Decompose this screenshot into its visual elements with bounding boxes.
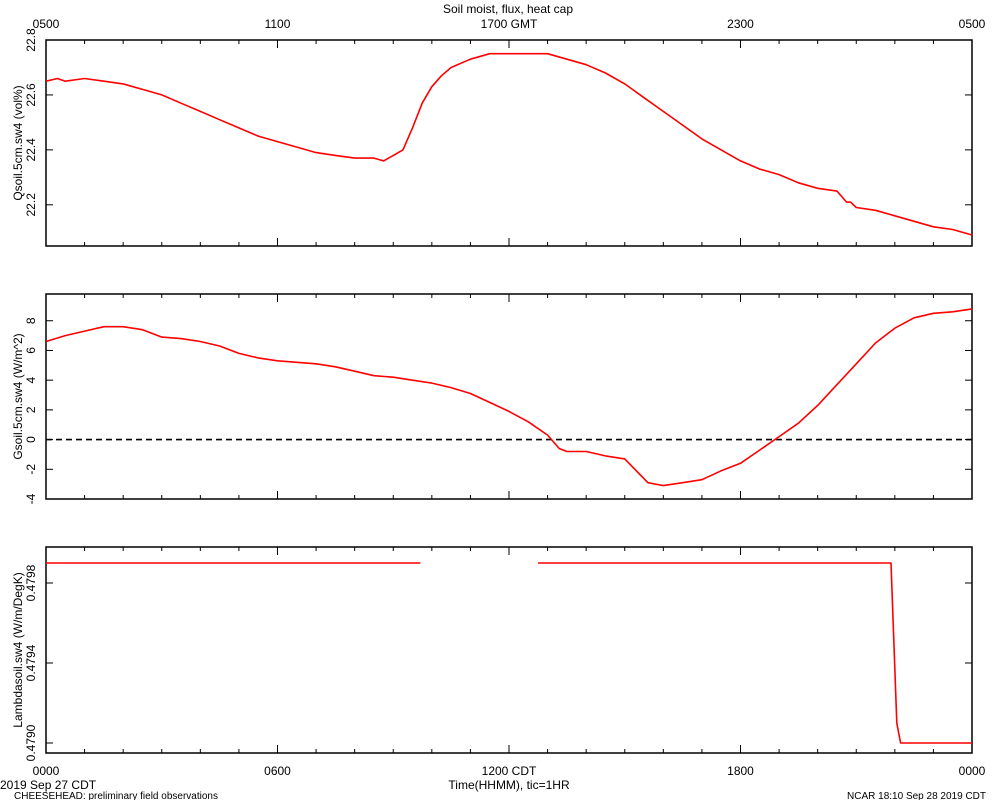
chart-panel-2: -4 -2 0 2 4 6 8 Gsoil.5cm.sw4 (W/m^2)	[11, 293, 973, 504]
y-tick-label: 0	[24, 436, 38, 443]
x-axis-label: Time(HHMM), tic=1HR	[448, 778, 570, 792]
panel-frame	[45, 546, 973, 754]
y-tick-label: -4	[24, 493, 38, 504]
series-line	[537, 562, 972, 744]
date-label: 2019 Sep 27 CDT	[0, 778, 97, 792]
y-tick-label: 0.4794	[24, 644, 38, 681]
panel-frame	[45, 293, 973, 500]
panel-frame	[45, 39, 973, 247]
y-tick-label: 22.2	[24, 193, 38, 217]
chart-title: Soil moist, flux, heat cap	[443, 2, 573, 16]
y-tick-label: 22.8	[24, 28, 38, 52]
y-tick-label: 4	[24, 377, 38, 384]
top-tick-label: 1100	[265, 17, 291, 31]
y-tick-label: 22.4	[24, 138, 38, 162]
top-tick-label: 2300	[727, 17, 754, 31]
y-tick-label: -2	[24, 464, 38, 475]
footer-right: NCAR 18:10 Sep 28 2019 CDT	[847, 791, 986, 800]
y-axis-label: Gsoil.5cm.sw4 (W/m^2)	[11, 333, 25, 459]
top-tick-label: 0500	[33, 17, 60, 31]
bottom-tick-label: 0000	[33, 764, 60, 778]
y-tick-label: 22.6	[24, 83, 38, 107]
y-tick-label: 6	[24, 347, 38, 354]
footer-left: CHEESEHEAD: preliminary field observatio…	[14, 791, 218, 800]
top-tick-label: 0500	[959, 17, 986, 31]
y-tick-label: 2	[24, 406, 38, 413]
series-line	[45, 308, 973, 487]
bottom-tick-label: 0000	[959, 764, 986, 778]
y-axis-label: Qsoil.5cm.sw4 (vol%)	[11, 85, 25, 200]
bottom-tick-label: 1200 CDT	[482, 764, 537, 778]
y-tick-label: 8	[24, 317, 38, 324]
bottom-tick-label: 1800	[727, 764, 754, 778]
top-tick-label: 1700 GMT	[481, 17, 538, 31]
series-line	[45, 52, 973, 236]
bottom-tick-label: 0600	[264, 764, 291, 778]
chart-panel-1: 22.2 22.4 22.6 22.8 Qsoil.5cm.sw4 (vol%)	[11, 28, 973, 247]
y-axis-label: Lambdasoil.sw4 (W/m/DegK)	[11, 572, 25, 727]
y-tick-label: 0.4790	[24, 724, 38, 761]
y-tick-label: 0.4798	[24, 564, 38, 601]
